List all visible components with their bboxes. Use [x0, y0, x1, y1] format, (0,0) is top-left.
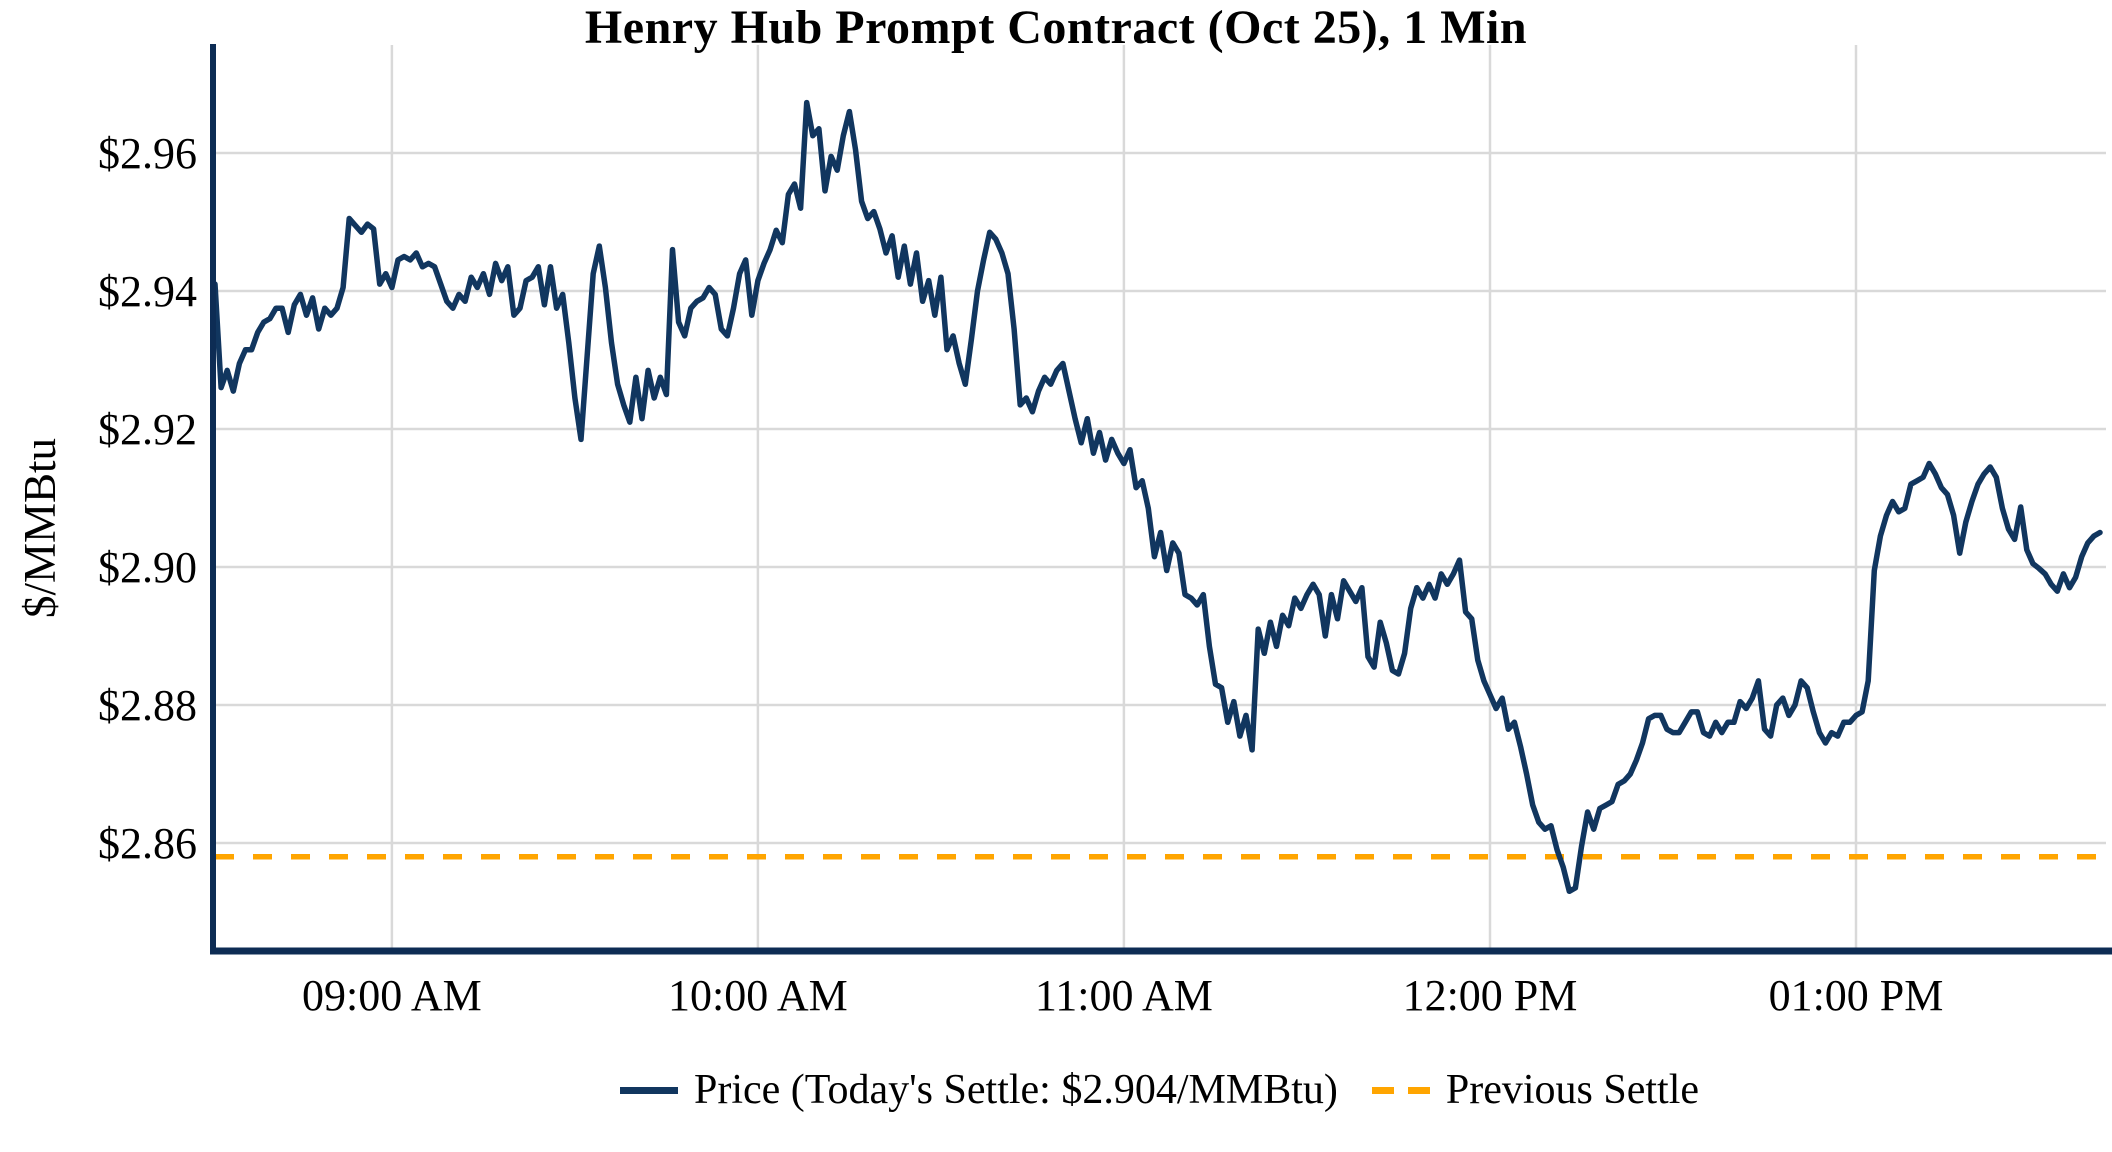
y-tick-label: $2.96 [98, 129, 197, 178]
x-tick-label: 01:00 PM [1769, 971, 1944, 1020]
legend-previous-settle-label: Previous Settle [1445, 1067, 1700, 1113]
x-tick-label: 11:00 AM [1035, 971, 1213, 1020]
y-tick-label: $2.86 [98, 819, 197, 868]
legend-price-label: Price (Today's Settle: $2.904/MMBtu) [693, 1067, 1338, 1113]
chart-title: Henry Hub Prompt Contract (Oct 25), 1 Mi… [584, 1, 1528, 54]
price-line-swatch [619, 1086, 678, 1094]
x-tick-label: 10:00 AM [668, 971, 848, 1020]
y-tick-label: $2.94 [98, 267, 197, 316]
y-tick-label: $2.90 [98, 543, 197, 592]
dash-icon [1407, 1086, 1430, 1094]
x-tick-label: 12:00 PM [1403, 971, 1578, 1020]
legend: Price (Today's Settle: $2.904/MMBtu) Pre… [215, 1066, 2104, 1114]
price-line [212, 99, 2103, 895]
dash-icon [1371, 1086, 1394, 1094]
y-tick-label: $2.88 [98, 681, 197, 730]
x-tick-label: 09:00 AM [302, 971, 482, 1020]
previous-settle-swatch [1371, 1086, 1430, 1094]
y-tick-label: $2.92 [98, 405, 197, 454]
